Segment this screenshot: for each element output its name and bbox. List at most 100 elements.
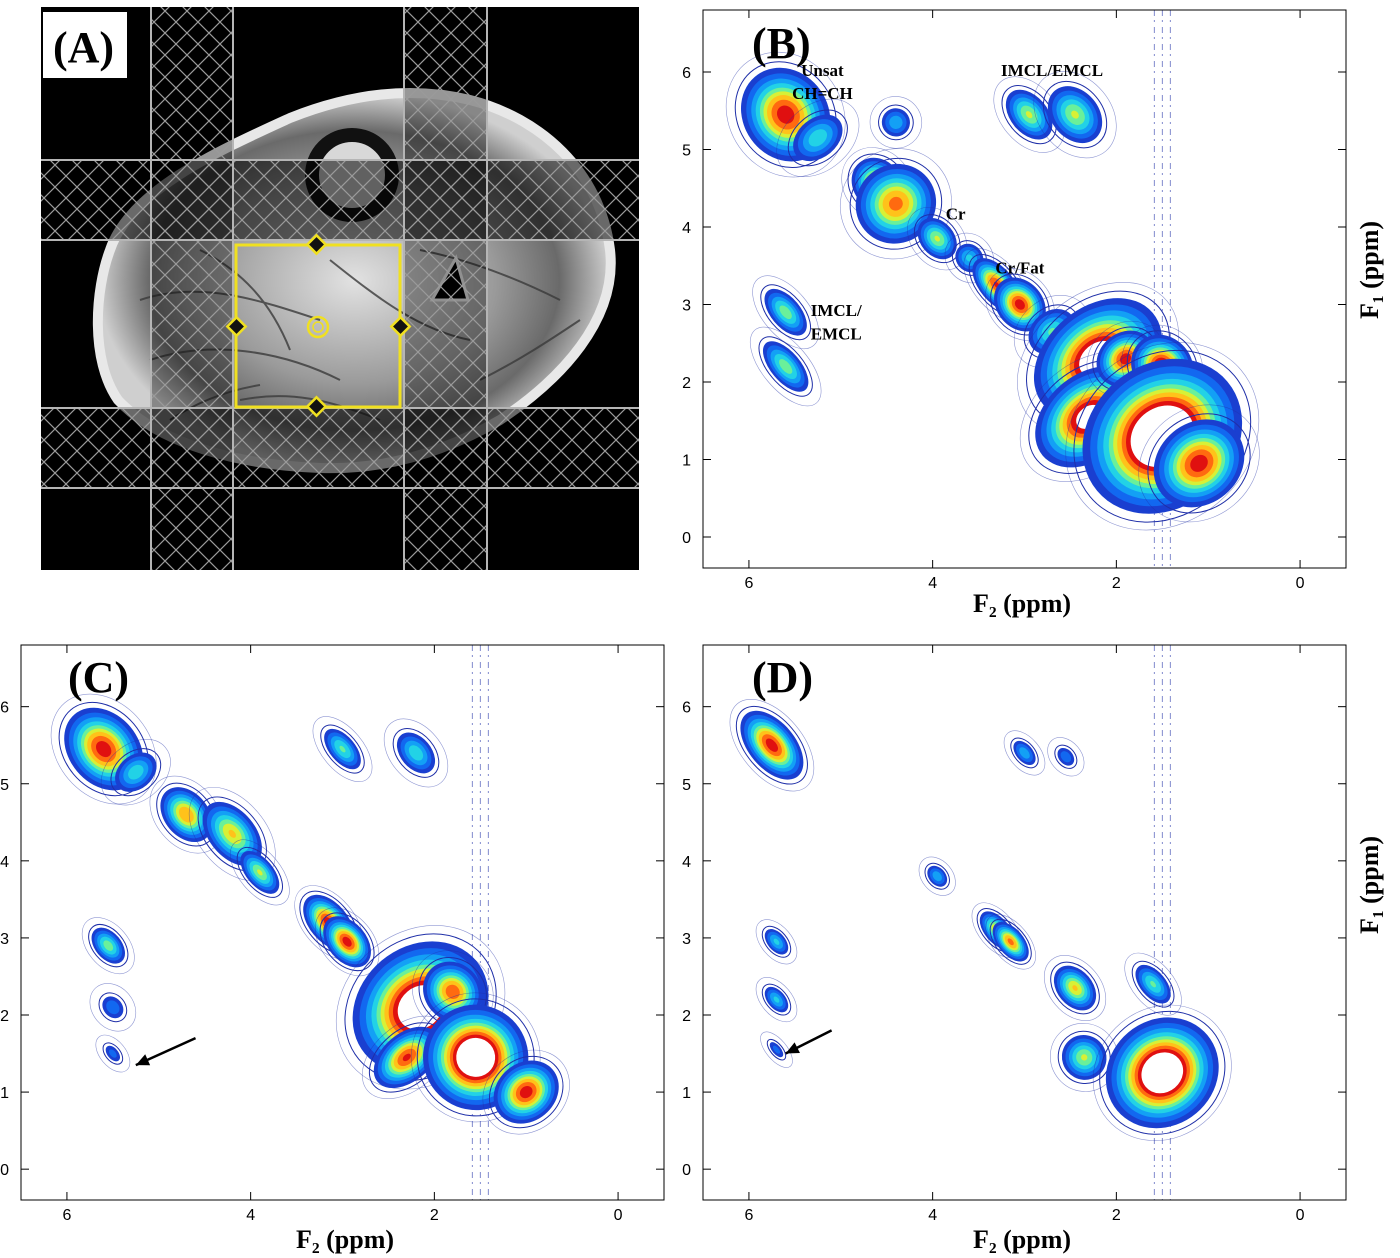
contour-level [98, 992, 128, 1023]
voxel-handle-top[interactable] [305, 233, 328, 256]
peak-b-15 [752, 275, 820, 349]
x-tick-label: 4 [246, 1207, 255, 1224]
peak-d-11 [1047, 737, 1085, 777]
x-tick-label: 2 [1112, 1207, 1121, 1224]
voxel-center-marker[interactable] [306, 315, 330, 339]
contour-level [761, 925, 792, 958]
peak-annotation: Cr [946, 204, 966, 223]
contour-level [1099, 1010, 1226, 1135]
peak-d-7 [918, 856, 956, 896]
y-tick-label: 0 [682, 1162, 691, 1179]
contour-outline [100, 739, 171, 806]
contour-outline [229, 839, 290, 906]
contour-level [878, 104, 914, 141]
contour-level [95, 741, 112, 758]
contour-level [1150, 980, 1156, 988]
peak-annotation: Cr/Fat [995, 259, 1044, 278]
voxel-handles[interactable] [225, 233, 412, 418]
contour-level [913, 214, 961, 264]
x-tick-label: 2 [1112, 575, 1121, 592]
contour-level [342, 936, 352, 947]
voxel-handle-right[interactable] [389, 315, 412, 338]
peak-b-14 [1138, 404, 1260, 523]
contour-level [1141, 1052, 1184, 1094]
peak-c-1 [100, 739, 171, 806]
arrow-head [785, 1042, 800, 1054]
peak-b-19 [869, 96, 923, 149]
peak-c-11 [482, 1049, 570, 1135]
contour-level [456, 1037, 496, 1077]
x-axis-title-c: F₂ (ppm) [296, 1225, 394, 1254]
contour-level [989, 918, 1032, 965]
peak-annotation: EMCL [811, 324, 862, 343]
panel-b-label: (B) [752, 19, 811, 68]
y-tick-label: 4 [0, 854, 9, 871]
contour-outline [869, 96, 923, 149]
contour-level [178, 806, 194, 823]
contour-level [1190, 454, 1208, 472]
x-tick-label: 2 [430, 1207, 439, 1224]
plot-frame-d [702, 644, 1347, 1201]
contour-level [1050, 961, 1100, 1015]
contour-level [488, 1055, 564, 1129]
contour-outline [95, 1034, 131, 1073]
contour-level [109, 1049, 117, 1058]
contour-level [110, 748, 162, 797]
voxel-handle-bottom[interactable] [305, 395, 328, 418]
arrow-d [785, 1029, 833, 1055]
peak-d-9 [755, 977, 798, 1023]
contour-level [1131, 960, 1175, 1008]
contour-level [1072, 985, 1078, 991]
x-tick-label: 6 [62, 1207, 71, 1224]
arrow-head [135, 1054, 151, 1066]
contour-level [772, 1045, 781, 1054]
contour-outline [729, 699, 815, 792]
panel-a-label: (A) [53, 23, 114, 72]
contour-level [319, 912, 375, 972]
contour-level [1014, 299, 1025, 310]
contour-level [766, 1038, 787, 1061]
voxel-center-inner [312, 321, 324, 333]
arrow-c [135, 1036, 197, 1067]
contour-level [761, 983, 792, 1016]
x-tick-label: 0 [1296, 1207, 1305, 1224]
contour-level [888, 196, 903, 211]
contour-level [402, 1053, 411, 1062]
y-tick-label: 4 [682, 854, 691, 871]
y-tick-label: 2 [682, 1008, 691, 1025]
contour-level [773, 938, 780, 945]
contour-level [1060, 751, 1072, 763]
panel-d-label: (D) [752, 653, 813, 702]
peak-d-5 [1092, 1004, 1232, 1141]
peak-c-6 [314, 907, 380, 977]
contour-level [1057, 1030, 1111, 1085]
contour-outline [1065, 342, 1260, 531]
contour-level [128, 764, 144, 780]
plot-frame-b [702, 9, 1347, 569]
y-tick-label: 0 [0, 1162, 9, 1179]
y-tick-label: 5 [682, 143, 691, 160]
x-tick-label: 4 [928, 575, 937, 592]
contour-outline [89, 983, 137, 1032]
contour-level [1147, 413, 1251, 514]
contour-outline [725, 51, 846, 178]
y-tick-label: 6 [682, 700, 691, 717]
contour-level [106, 1000, 120, 1015]
contour-outline [776, 98, 860, 177]
contour-outline [1033, 71, 1117, 159]
contour-level [934, 235, 941, 242]
y-tick-label: 5 [0, 777, 9, 794]
contour-outline [755, 919, 798, 965]
contour-outline [383, 718, 449, 788]
y-axis-title-b: F₁ (ppm) [1355, 221, 1384, 319]
contour-level [758, 336, 813, 397]
plot-area-d [703, 645, 1346, 1200]
contour-outline [1003, 730, 1046, 776]
peak-c-0 [50, 693, 157, 805]
peak-d-0 [729, 699, 815, 792]
peak-d-8 [755, 919, 798, 965]
voxel-handle-left[interactable] [225, 315, 248, 338]
peak-d-10 [1003, 730, 1046, 776]
panel-c-spectrum: 6 4 2 0 0 1 2 3 4 5 6 (C) F₂ (ppm) [0, 644, 665, 1254]
